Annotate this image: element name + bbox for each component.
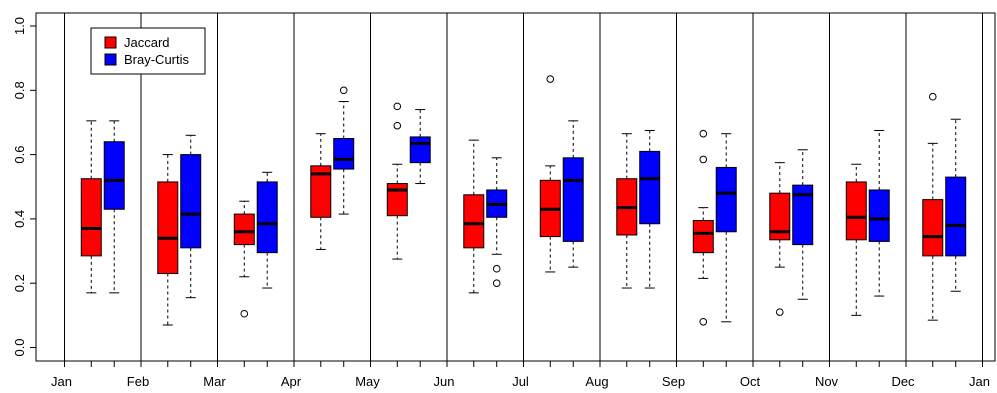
y-tick-label: 0.8 [12, 81, 27, 99]
outlier-point [240, 309, 249, 318]
box-bray-curtis-7 [562, 120, 584, 268]
x-tick-label: May [355, 374, 380, 389]
x-tick-label: Dec [891, 374, 915, 389]
box-jaccard-12 [922, 92, 944, 321]
x-tick-label: Apr [281, 374, 302, 389]
x-tick-label: Sep [662, 374, 685, 389]
outlier-point [492, 279, 501, 288]
x-tick-label: Jan [969, 374, 990, 389]
box-jaccard-2 [157, 154, 179, 326]
y-tick-label: 0.6 [12, 146, 27, 164]
outlier-point [775, 308, 784, 316]
iqr-box [639, 150, 661, 225]
x-tick-label: Jun [434, 374, 455, 389]
box-bray-curtis-4 [333, 86, 355, 215]
legend-label: Bray-Curtis [124, 52, 190, 67]
iqr-box [715, 166, 737, 233]
y-tick-label: 0.4 [12, 210, 27, 228]
box-bray-curtis-9 [715, 133, 737, 323]
iqr-box [868, 189, 890, 242]
iqr-box [463, 194, 485, 249]
iqr-box [562, 157, 584, 242]
iqr-box [256, 181, 278, 254]
iqr-box [922, 199, 944, 257]
box-jaccard-7 [539, 75, 561, 273]
legend-label: Jaccard [124, 35, 170, 50]
x-tick-label: Jul [512, 374, 529, 389]
iqr-box [80, 178, 102, 257]
box-bray-curtis-3 [256, 171, 278, 289]
box-bray-curtis-8 [639, 129, 661, 289]
outlier-point [699, 155, 708, 164]
box-jaccard-9 [692, 129, 714, 326]
y-tick-label: 1.0 [12, 17, 27, 35]
box-bray-curtis-10 [792, 149, 814, 300]
legend-swatch [104, 36, 117, 49]
outlier-point [393, 102, 402, 111]
x-tick-label: Nov [815, 374, 839, 389]
box-jaccard-3 [233, 200, 255, 318]
iqr-box [386, 183, 408, 217]
box-bray-curtis-6 [486, 157, 508, 288]
box-jaccard-1 [80, 120, 102, 294]
iqr-box [845, 181, 867, 241]
outlier-point [339, 86, 348, 95]
legend-box [90, 27, 206, 75]
x-tick-label: Aug [585, 374, 608, 389]
iqr-box [769, 192, 791, 241]
box-jaccard-6 [463, 139, 485, 294]
outlier-point [928, 92, 937, 101]
legend-swatch [104, 53, 117, 66]
legend: Jaccard Bray-Curtis [90, 27, 206, 75]
iqr-box [310, 165, 332, 218]
box-jaccard-11 [845, 163, 867, 316]
iqr-box [180, 154, 202, 249]
box-bray-curtis-5 [409, 109, 431, 185]
iqr-box [945, 176, 967, 257]
outlier-point [393, 121, 402, 130]
box-bray-curtis-2 [180, 134, 202, 299]
x-tick-label: Jan [51, 374, 72, 389]
iqr-box [157, 181, 179, 275]
iqr-box [233, 213, 255, 246]
plot-frame [35, 12, 996, 362]
outlier-point [546, 75, 555, 83]
iqr-box [409, 136, 431, 164]
y-tick-label: 0.0 [12, 338, 27, 356]
box-bray-curtis-1 [103, 120, 125, 294]
outlier-point [492, 264, 501, 273]
x-tick-label: Oct [740, 374, 761, 389]
iqr-box [333, 138, 355, 170]
outlier-point [699, 129, 708, 138]
x-tick-label: Feb [127, 374, 149, 389]
y-tick-label: 0.2 [12, 274, 27, 292]
box-jaccard-5 [386, 102, 408, 260]
outlier-point [699, 317, 708, 326]
box-jaccard-10 [769, 162, 791, 316]
box-bray-curtis-12 [945, 118, 967, 292]
box-jaccard-8 [616, 133, 638, 289]
iqr-box [692, 220, 714, 254]
box-bray-curtis-11 [868, 129, 890, 297]
box-jaccard-4 [310, 133, 332, 250]
iqr-box [103, 141, 125, 210]
iqr-box [792, 184, 814, 246]
x-tick-label: Mar [203, 374, 226, 389]
